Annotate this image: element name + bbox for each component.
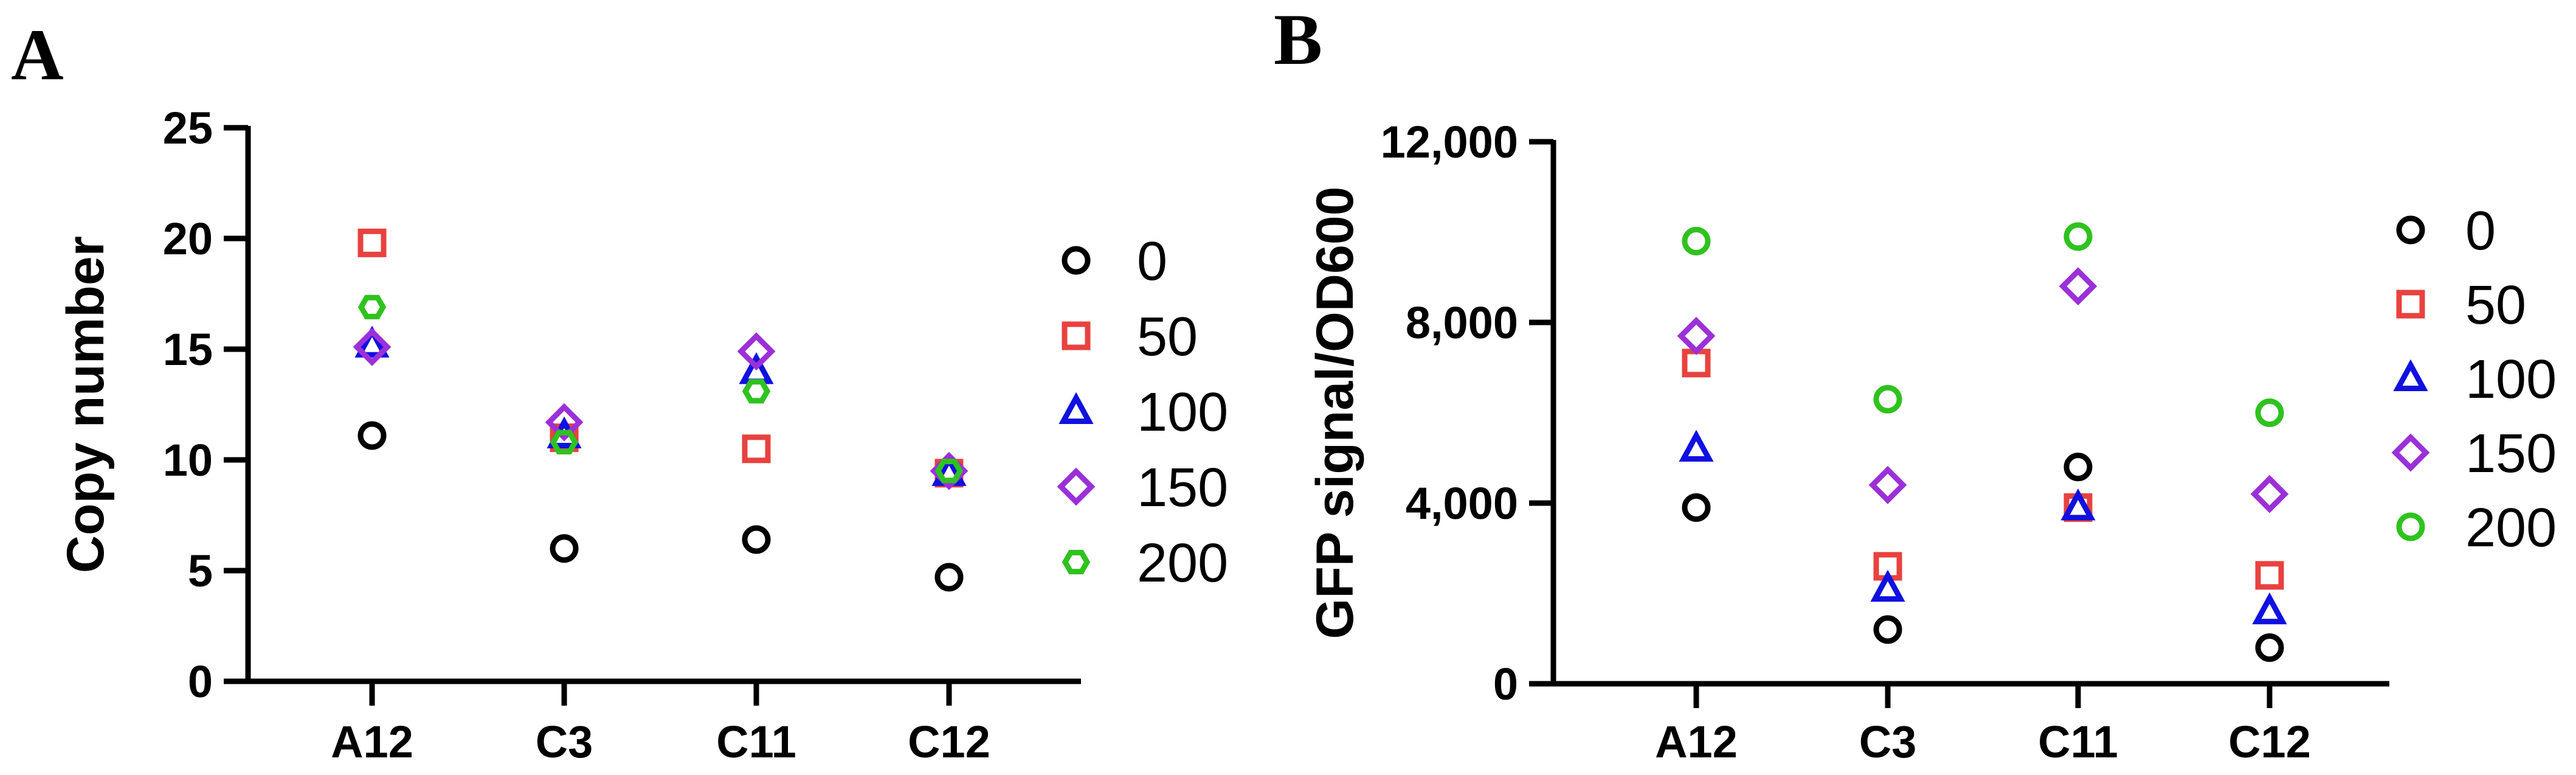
panel-b-y-axis-title: GFP signal/OD600	[1306, 186, 1364, 639]
panel-a-point-0-C12	[934, 563, 964, 592]
panel-b-x-tick-label: C12	[2228, 717, 2311, 767]
panel-a-legend-marker-200	[1062, 549, 1091, 575]
panel-b-legend-label-0: 0	[2465, 201, 2496, 262]
panel-a-y-axis-title: Copy number	[57, 236, 115, 573]
panel-b-point-0-C12	[2255, 633, 2284, 662]
panel-b-legend-label-100: 100	[2465, 349, 2557, 410]
panel-b-legend-label-200: 200	[2465, 498, 2557, 558]
panel-a: A 0 5 10 15 20 25 A12 C3 C11 C12 Copy number 0 50 10…	[11, 14, 1228, 767]
panel-b-legend-marker-100	[2393, 359, 2428, 391]
panel-b-data-points	[1677, 222, 2289, 662]
panel-a-point-200-A12	[357, 294, 387, 319]
panel-a-point-150-C11	[737, 332, 776, 371]
panel-b-legend-label-150: 150	[2465, 423, 2557, 484]
panel-a-point-50-C11	[742, 434, 771, 464]
panel-b-legend-marker-0	[2396, 215, 2425, 245]
panel-a-axes: 0 5 10 15 20 25 A12 C3 C11 C12 Copy number	[57, 103, 1081, 767]
panel-a-point-0-C3	[550, 534, 579, 563]
panel-a-legend: 0 50 100 150 200	[1057, 231, 1228, 594]
panel-a-x-tick-label: C11	[716, 717, 796, 767]
panel-a-y-tick-label: 0	[188, 656, 213, 707]
panel-b-legend-label-50: 50	[2465, 275, 2526, 336]
panel-b-point-100-C3	[1870, 569, 1905, 602]
panel-b-point-0-C3	[1873, 615, 1902, 644]
panel-a-label: A	[11, 14, 64, 95]
panel-a-point-200-C12	[934, 459, 964, 484]
panel-a-point-0-C11	[742, 525, 771, 554]
panel-b-legend: 0 50 100 150 200	[2391, 201, 2557, 558]
panel-a-point-200-C3	[550, 429, 579, 454]
panel-a-legend-marker-50	[1062, 321, 1091, 350]
panel-a-legend-label-200: 200	[1137, 533, 1228, 594]
panel-b-label: B	[1274, 0, 1322, 80]
panel-b-point-150-C11	[2059, 267, 2098, 305]
panel-b-point-100-A12	[1679, 429, 1714, 462]
panel-b-legend-marker-50	[2396, 290, 2425, 319]
panel-b-legend-marker-200	[2396, 512, 2425, 541]
panel-a-legend-marker-0	[1062, 246, 1091, 275]
panel-a-legend-label-150: 150	[1137, 457, 1228, 518]
panel-b-point-150-A12	[1677, 316, 1716, 355]
panel-b-axes: 0 4,000 8,000 12,000 A12 C3 C11 C12 GFP signal/O…	[1306, 117, 2389, 767]
panel-a-data-points	[353, 228, 969, 592]
panel-b-y-tick-label: 12,000	[1381, 117, 1518, 167]
panel-a-y-tick-label: 10	[163, 435, 213, 485]
panel-a-point-150-A12	[353, 327, 392, 366]
panel-b: B 0 4,000 8,000 12,000 A12 C3 C11 C12 GFP signal…	[1274, 0, 2557, 767]
panel-b-y-tick-label: 0	[1493, 659, 1518, 709]
panel-a-legend-marker-150	[1057, 467, 1096, 506]
panel-a-point-150-C3	[545, 403, 584, 442]
panel-a-legend-label-0: 0	[1137, 231, 1167, 292]
panel-a-y-tick-label: 25	[163, 103, 213, 153]
panel-b-point-200-C12	[2255, 398, 2284, 427]
panel-b-point-150-C12	[2250, 474, 2289, 513]
panel-a-point-50-A12	[357, 228, 387, 257]
panel-b-point-0-C11	[2063, 453, 2093, 482]
panel-b-x-tick-label: C3	[1859, 717, 1917, 767]
panel-b-x-tick-label: C11	[2038, 717, 2118, 767]
panel-a-point-200-C11	[742, 379, 771, 404]
panel-b-y-tick-label: 8,000	[1406, 297, 1518, 348]
panel-a-x-tick-label: A12	[331, 717, 413, 767]
panel-a-point-0-A12	[357, 421, 387, 450]
panel-b-point-0-A12	[1682, 493, 1711, 522]
panel-a-x-tick-label: C3	[536, 717, 593, 767]
panel-b-point-200-C11	[2063, 222, 2093, 251]
panel-a-legend-label-50: 50	[1137, 307, 1198, 367]
panel-b-point-150-C3	[1868, 465, 1907, 504]
panel-a-legend-marker-100	[1058, 392, 1094, 424]
panel-a-x-tick-label: C12	[908, 717, 990, 767]
panel-b-y-tick-label: 4,000	[1406, 478, 1518, 529]
panel-b-point-50-C12	[2255, 561, 2284, 590]
panel-a-y-tick-label: 5	[188, 546, 213, 596]
panel-a-legend-label-100: 100	[1137, 382, 1228, 443]
panel-a-y-tick-label: 15	[163, 324, 213, 375]
panel-b-point-100-C11	[2060, 488, 2096, 521]
panel-b-legend-marker-150	[2391, 433, 2430, 472]
panel-b-point-200-C3	[1873, 384, 1902, 414]
panel-b-point-100-C12	[2252, 592, 2287, 625]
panel-a-point-100-A12	[354, 325, 390, 358]
panel-a-y-tick-label: 20	[163, 214, 213, 264]
panel-b-point-200-A12	[1682, 226, 1711, 255]
panel-b-x-tick-label: A12	[1655, 717, 1738, 767]
